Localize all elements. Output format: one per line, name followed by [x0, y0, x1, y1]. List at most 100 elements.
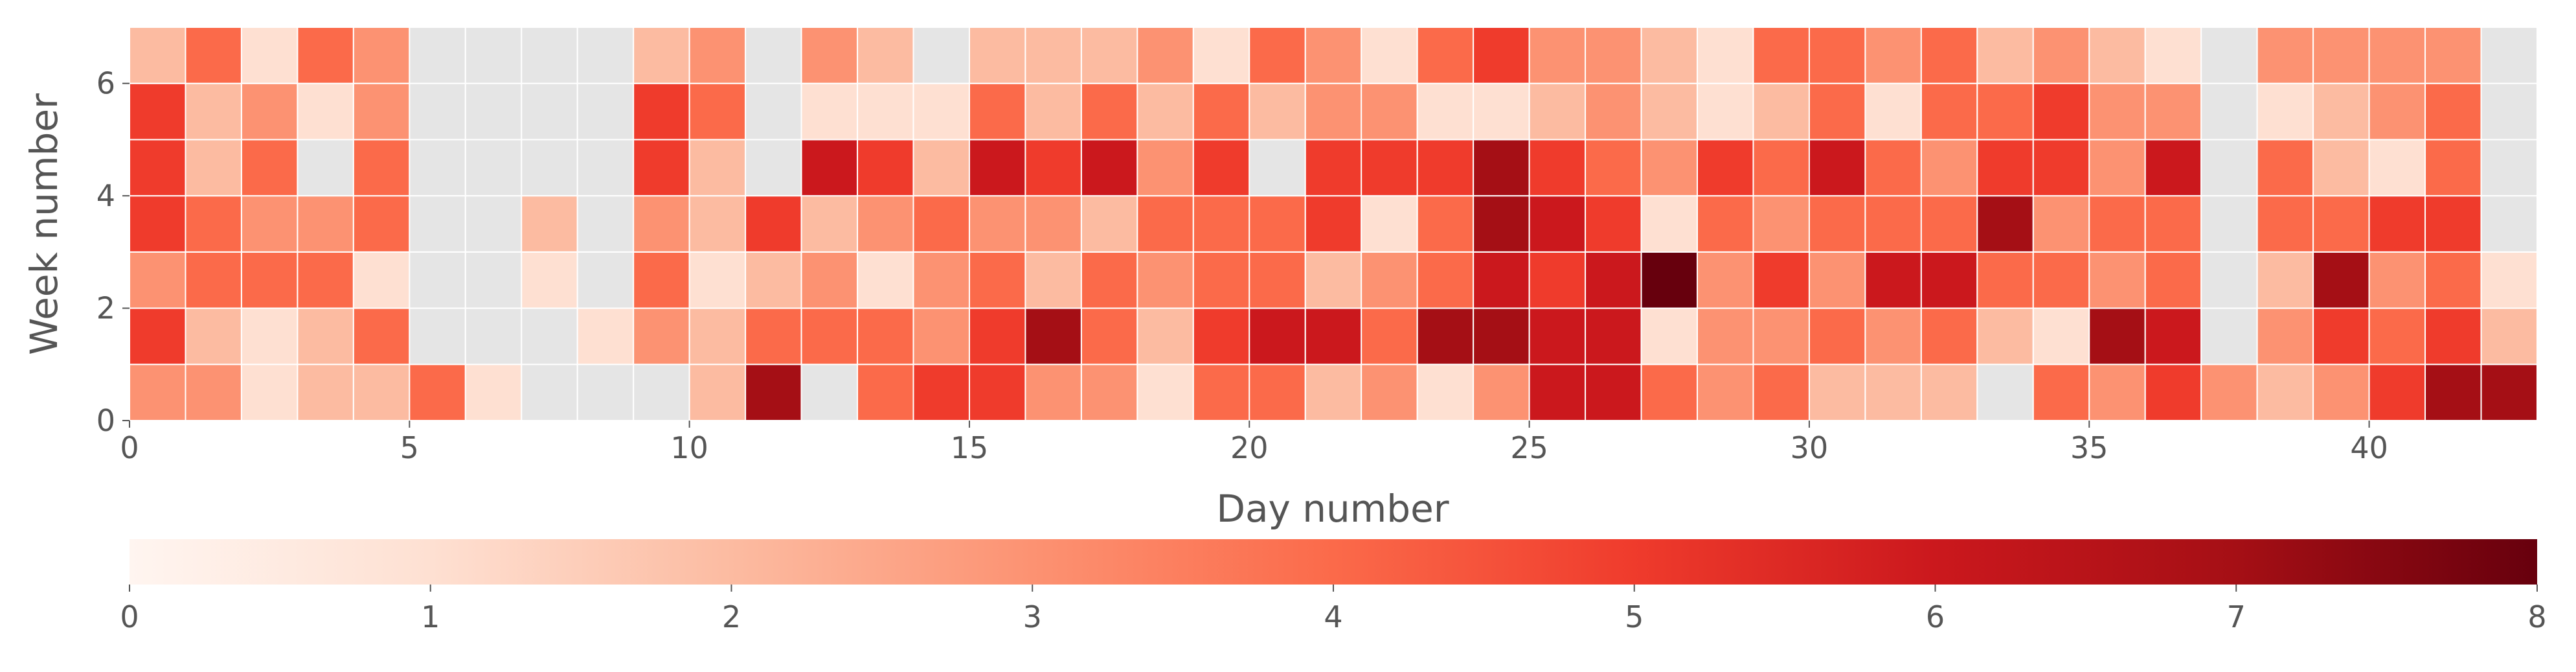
heatmap-cell: [1752, 195, 1810, 253]
heatmap-cell: [464, 251, 523, 309]
heatmap-cell: [409, 307, 466, 365]
heatmap-cell: [1416, 364, 1474, 421]
heatmap-cell: [1361, 139, 1418, 197]
heatmap-cell: [1752, 364, 1810, 421]
heatmap-cell: [1192, 27, 1250, 84]
heatmap-cell: [409, 139, 466, 197]
heatmap-cell: [240, 27, 299, 84]
heatmap-cell: [2144, 364, 2202, 421]
heatmap-cell: [1697, 195, 1754, 253]
heatmap-cell: [297, 139, 354, 197]
heatmap-cell: [633, 82, 690, 141]
heatmap-cell: [185, 307, 242, 365]
heatmap-cell: [1473, 251, 1530, 309]
heatmap-cell: [2312, 139, 2370, 197]
heatmap-cell: [1697, 364, 1754, 421]
heatmap-cell: [1304, 251, 1362, 309]
heatmap-cell: [1920, 139, 1978, 197]
heatmap-cell: [1976, 139, 2034, 197]
heatmap-cell: [1304, 139, 1362, 197]
heatmap-cell: [1976, 307, 2034, 365]
heatmap-cell: [1192, 82, 1250, 141]
heatmap-cell: [1304, 307, 1362, 365]
heatmap-cell: [1528, 307, 1587, 365]
heatmap-cell: [1024, 195, 1082, 253]
colorbar-tick-label: 8: [2527, 599, 2546, 634]
heatmap-cell: [1697, 251, 1754, 309]
heatmap-cell: [576, 251, 635, 309]
heatmap-cell: [2312, 27, 2370, 84]
heatmap-cell: [1920, 364, 1978, 421]
heatmap-cell: [1248, 364, 1306, 421]
heatmap-cell: [1136, 82, 1194, 141]
heatmap-cell: [2424, 251, 2482, 309]
heatmap-cell: [1024, 307, 1082, 365]
heatmap-cell: [633, 364, 690, 421]
heatmap-cell: [1864, 139, 1922, 197]
heatmap-cell: [1304, 195, 1362, 253]
heatmap-cell: [745, 139, 802, 197]
heatmap-cell: [1304, 27, 1362, 84]
heatmap-cell: [857, 82, 914, 141]
heatmap-cell: [1024, 139, 1082, 197]
heatmap-cell: [576, 27, 635, 84]
heatmap-cell: [1416, 139, 1474, 197]
heatmap-cell: [2368, 251, 2426, 309]
heatmap-cell: [1752, 307, 1810, 365]
heatmap-cell: [129, 195, 186, 253]
heatmap-cell: [633, 139, 690, 197]
heatmap-cell: [297, 195, 354, 253]
colorbar-tick-label: 6: [1926, 599, 1945, 634]
heatmap-cell: [912, 251, 970, 309]
heatmap-cell: [1473, 139, 1530, 197]
heatmap-cell: [1585, 307, 1642, 365]
x-tick-label: 5: [400, 430, 419, 465]
y-axis-title: Week number: [22, 93, 66, 355]
heatmap-cell: [352, 307, 411, 365]
x-tick-label: 10: [670, 430, 708, 465]
heatmap-cell: [1248, 82, 1306, 141]
heatmap-cell: [688, 82, 747, 141]
heatmap-cell: [464, 82, 523, 141]
heatmap-cell: [2256, 307, 2314, 365]
heatmap-cell: [1528, 195, 1587, 253]
heatmap-cell: [297, 364, 354, 421]
heatmap-cell: [1528, 251, 1587, 309]
heatmap-cell: [968, 307, 1026, 365]
heatmap-cell: [1136, 27, 1194, 84]
heatmap-cell: [297, 27, 354, 84]
heatmap-cell: [1585, 27, 1642, 84]
heatmap-cell: [1304, 364, 1362, 421]
heatmap-cell: [576, 82, 635, 141]
heatmap-cell: [1808, 27, 1866, 84]
heatmap-cell: [857, 251, 914, 309]
heatmap-cell: [1192, 139, 1250, 197]
heatmap-cell: [1808, 195, 1866, 253]
heatmap-cell: [2200, 82, 2258, 141]
heatmap-cell: [1976, 251, 2034, 309]
heatmap-cell: [1640, 139, 1699, 197]
heatmap-cell: [1585, 195, 1642, 253]
heatmap-cell: [1136, 139, 1194, 197]
heatmap-cell: [185, 27, 242, 84]
heatmap-cell: [2312, 251, 2370, 309]
heatmap-cell: [576, 139, 635, 197]
heatmap-cell: [857, 364, 914, 421]
heatmap-cell: [129, 27, 186, 84]
heatmap-cell: [185, 364, 242, 421]
heatmap-cell: [2144, 82, 2202, 141]
heatmap-cell: [1528, 27, 1587, 84]
heatmap-cell: [352, 82, 411, 141]
heatmap-cell: [1697, 139, 1754, 197]
heatmap-cell: [800, 27, 859, 84]
heatmap-cell: [2480, 307, 2538, 365]
heatmap-cell: [2480, 139, 2538, 197]
heatmap-cell: [352, 139, 411, 197]
heatmap-cell: [2088, 195, 2146, 253]
heatmap-cell: [185, 139, 242, 197]
heatmap-cell: [576, 364, 635, 421]
heatmap-cell: [1920, 27, 1978, 84]
heatmap-cell: [1920, 82, 1978, 141]
heatmap-cell: [2144, 251, 2202, 309]
heatmap-cell: [1640, 307, 1699, 365]
